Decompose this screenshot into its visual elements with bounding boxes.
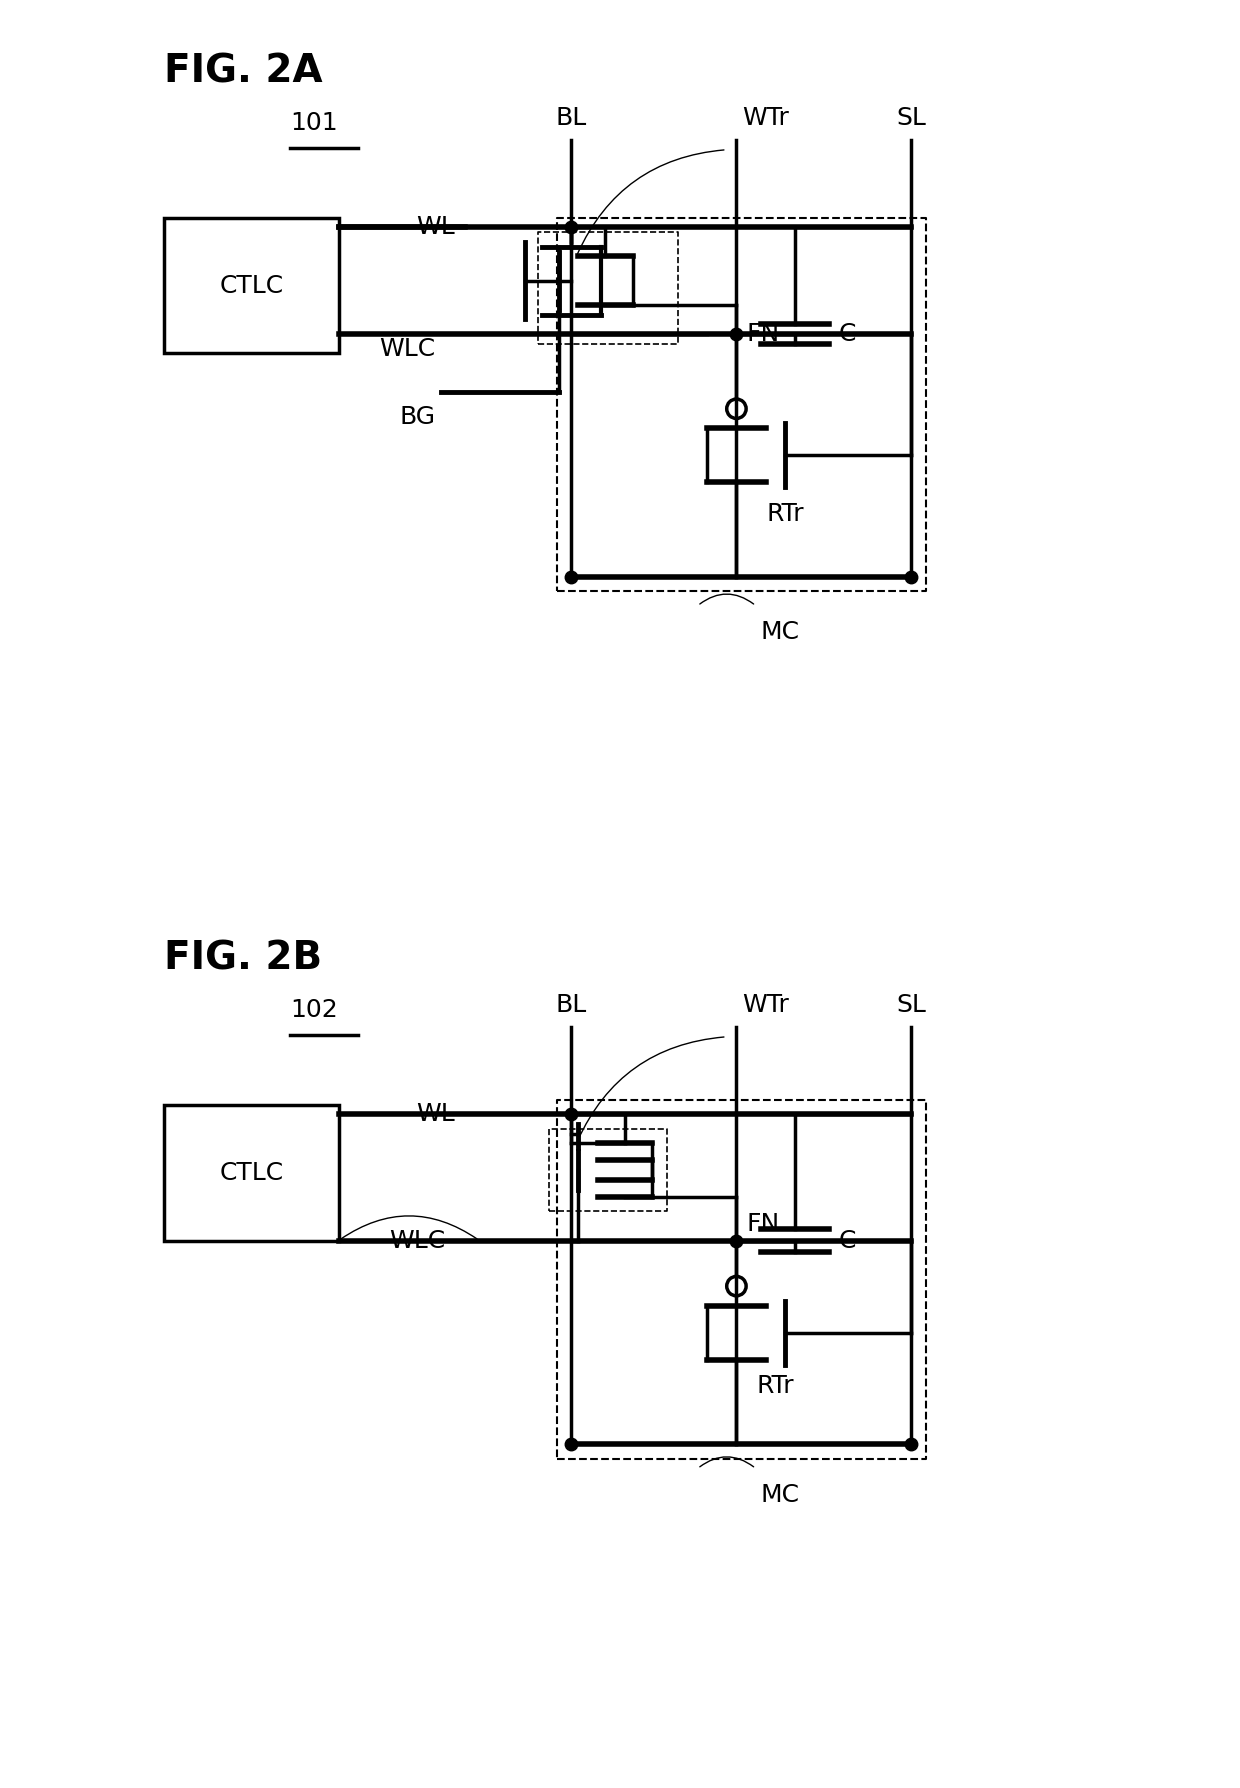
Text: RTr: RTr bbox=[756, 1375, 794, 1398]
Text: SL: SL bbox=[897, 994, 926, 1017]
Text: 102: 102 bbox=[290, 998, 337, 1023]
FancyBboxPatch shape bbox=[164, 1105, 339, 1241]
Text: CTLC: CTLC bbox=[219, 274, 284, 297]
Text: BG: BG bbox=[399, 404, 435, 429]
Text: SL: SL bbox=[897, 105, 926, 131]
Text: FN: FN bbox=[746, 322, 780, 347]
Text: WL: WL bbox=[417, 215, 455, 240]
Text: WTr: WTr bbox=[742, 105, 789, 131]
Text: C: C bbox=[838, 322, 856, 347]
Text: FIG. 2A: FIG. 2A bbox=[164, 52, 322, 91]
Text: C: C bbox=[838, 1228, 856, 1253]
Text: 101: 101 bbox=[290, 111, 337, 134]
Text: WLC: WLC bbox=[379, 336, 435, 361]
FancyBboxPatch shape bbox=[164, 218, 339, 354]
Text: WLC: WLC bbox=[389, 1228, 445, 1253]
Text: MC: MC bbox=[760, 1482, 800, 1507]
Text: BL: BL bbox=[556, 105, 587, 131]
Text: FIG. 2B: FIG. 2B bbox=[164, 940, 322, 978]
Text: CTLC: CTLC bbox=[219, 1160, 284, 1185]
Text: WL: WL bbox=[417, 1103, 455, 1126]
Text: WTr: WTr bbox=[742, 994, 789, 1017]
Text: MC: MC bbox=[760, 620, 800, 644]
Text: RTr: RTr bbox=[766, 502, 804, 526]
Text: FN: FN bbox=[746, 1212, 780, 1236]
Text: BL: BL bbox=[556, 994, 587, 1017]
